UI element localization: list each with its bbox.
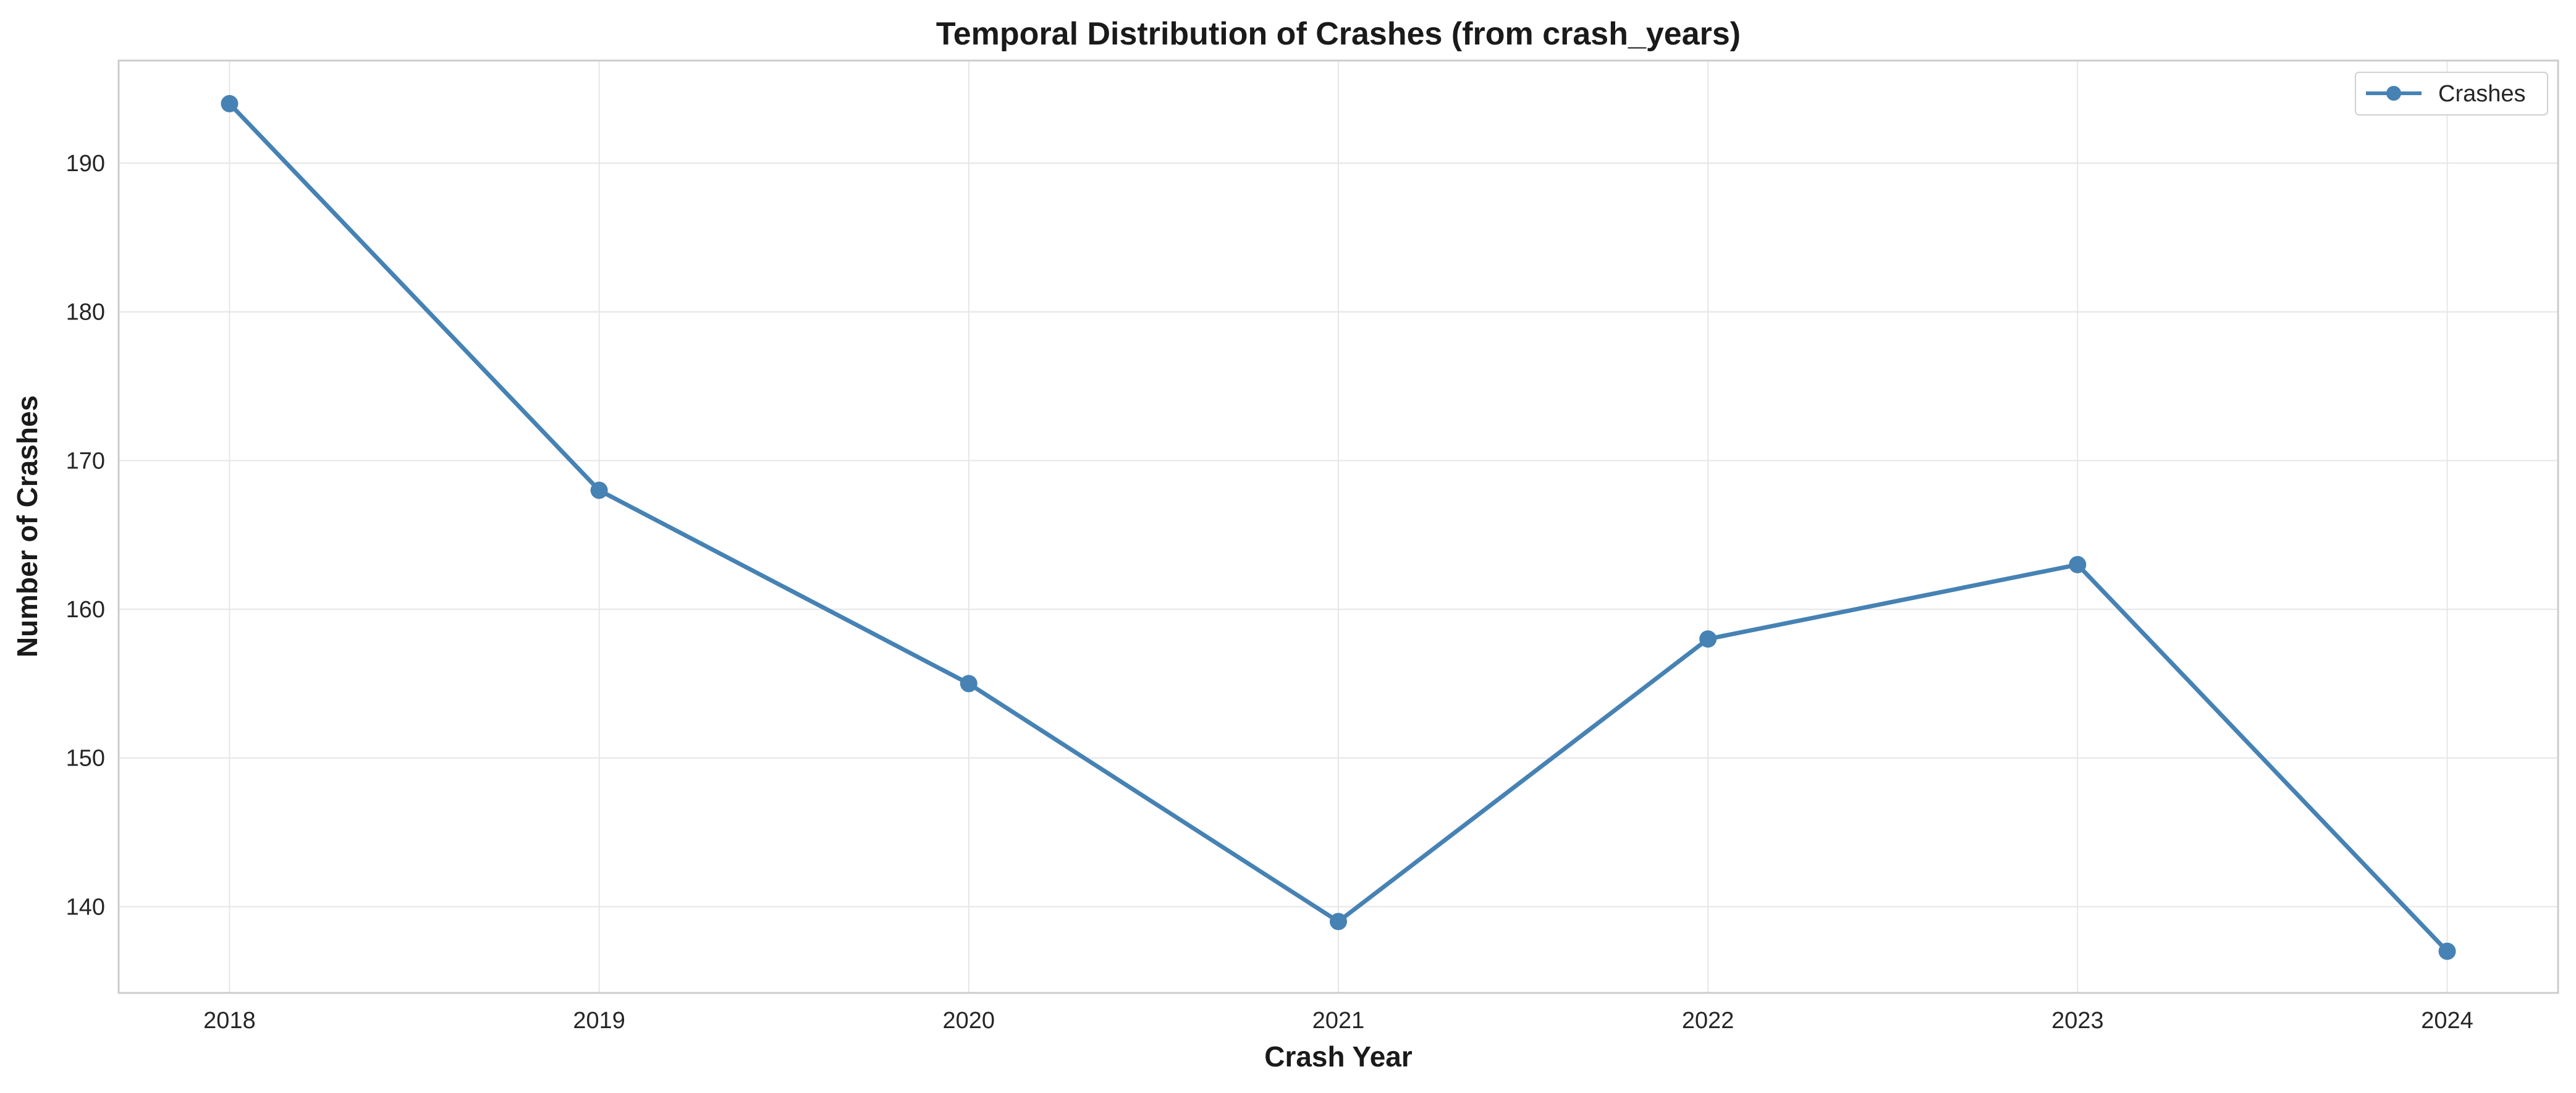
x-tick-label-2019: 2019 — [573, 1008, 625, 1034]
x-tick-label-2018: 2018 — [203, 1008, 256, 1034]
data-point-2023 — [2069, 555, 2087, 573]
x-tick-label-2022: 2022 — [1682, 1008, 1734, 1034]
x-axis-label: Crash Year — [1264, 1040, 1413, 1073]
legend-marker-swatch — [2386, 86, 2401, 101]
grid — [119, 61, 2558, 993]
data-point-2022 — [1699, 630, 1717, 648]
y-axis: 140 150 160 170 180 190 — [66, 151, 105, 920]
y-tick-label-160: 160 — [66, 597, 105, 623]
data-point-2021 — [1330, 913, 1347, 931]
x-tick-label-2023: 2023 — [2051, 1008, 2104, 1034]
data-point-2019 — [590, 481, 608, 499]
legend: Crashes — [2355, 72, 2548, 116]
plot-frame — [117, 59, 2559, 994]
y-axis-label: Number of Crashes — [11, 395, 43, 657]
x-tick-label-2020: 2020 — [943, 1008, 995, 1034]
y-tick-label-190: 190 — [66, 151, 105, 177]
series-layer — [221, 95, 2456, 960]
legend-label-crashes: Crashes — [2438, 81, 2526, 107]
x-tick-label-2021: 2021 — [1312, 1008, 1365, 1034]
y-tick-label-140: 140 — [66, 894, 105, 920]
x-axis: 2018 2019 2020 2021 2022 2023 2024 — [203, 1008, 2473, 1034]
x-tick-label-2024: 2024 — [2421, 1008, 2473, 1034]
data-point-2020 — [960, 675, 978, 693]
chart-title: Temporal Distribution of Crashes (from c… — [936, 16, 1741, 52]
data-point-2024 — [2438, 942, 2456, 960]
data-point-2018 — [221, 95, 239, 112]
y-tick-label-180: 180 — [66, 300, 105, 326]
y-tick-label-150: 150 — [66, 746, 105, 772]
legend-box — [2355, 72, 2548, 116]
y-tick-label-170: 170 — [66, 448, 105, 474]
